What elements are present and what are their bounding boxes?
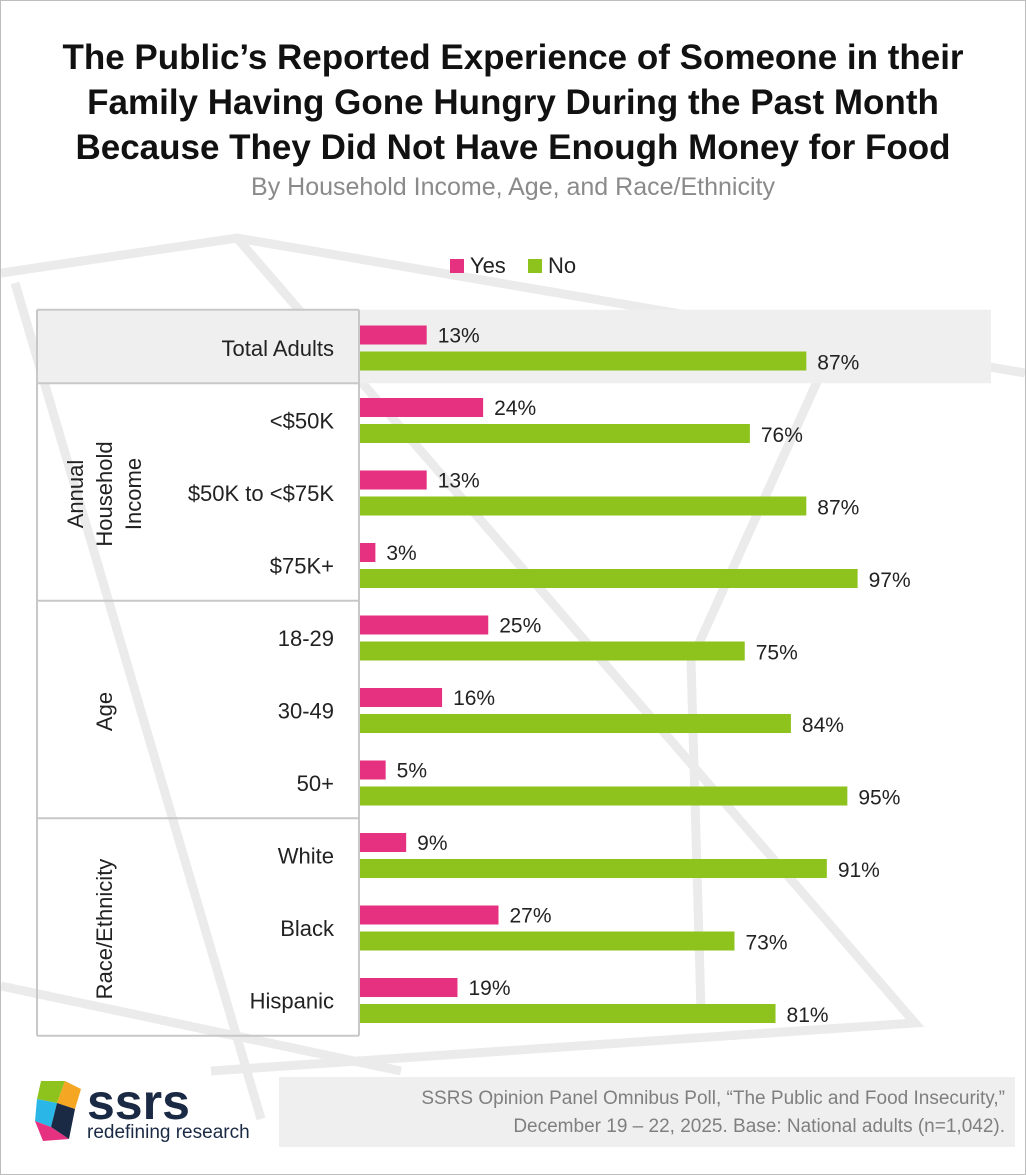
bar-no <box>360 496 807 516</box>
source-line: December 19 – 22, 2025. Base: National a… <box>513 1116 1005 1137</box>
section-label: Annual Household Income <box>63 441 146 546</box>
data-label-no: 81% <box>787 1004 829 1027</box>
legend-swatch-no <box>527 259 542 273</box>
data-label-no: 84% <box>802 714 844 737</box>
category-label: 30-49 <box>278 699 334 724</box>
data-label-yes: 27% <box>510 905 552 928</box>
section-label-line: Annual <box>63 460 88 529</box>
category-label: Total Adults <box>221 336 334 361</box>
bar-no <box>360 714 791 733</box>
logo-wordmark: ssrs <box>87 1074 190 1130</box>
legend-swatch-yes <box>449 259 464 273</box>
bar-yes <box>360 905 499 925</box>
bar-yes <box>360 833 407 852</box>
data-label-no: 76% <box>761 424 803 447</box>
data-label-yes: 24% <box>494 397 536 420</box>
bar-yes <box>360 760 386 780</box>
bar-no <box>360 931 735 951</box>
data-label-no: 73% <box>745 932 787 955</box>
category-label: 50+ <box>297 771 334 796</box>
bar-yes <box>360 688 443 707</box>
bar-yes <box>360 470 427 490</box>
data-label-no: 87% <box>817 497 859 520</box>
section-label: Race/Ethnicity <box>92 859 117 1000</box>
bar-no <box>360 569 858 588</box>
category-label: <$50K <box>270 409 335 434</box>
data-label-yes: 3% <box>386 542 416 565</box>
legend-label-no: No <box>547 253 577 278</box>
data-label-no: 75% <box>756 642 798 665</box>
category-label: 18-29 <box>278 626 334 651</box>
category-label: Black <box>280 916 335 941</box>
logo-tagline: redefining research <box>87 1122 250 1143</box>
legend-item-no: No <box>527 253 577 279</box>
ssrs-logo: ssrs redefining research <box>35 1074 275 1149</box>
bar-yes <box>360 398 484 417</box>
section-label-line: Age <box>92 692 117 731</box>
category-label: Hispanic <box>250 989 334 1014</box>
section-label-line: Household <box>92 441 117 546</box>
bar-no <box>360 1004 776 1023</box>
bar-yes <box>360 615 489 635</box>
bar-yes <box>360 978 458 997</box>
chart-title-line: Family Having Gone Hungry During the Pas… <box>87 83 939 122</box>
chart-subtitle: By Household Income, Age, and Race/Ethni… <box>251 173 775 201</box>
data-label-no: 91% <box>838 859 880 882</box>
bar-no <box>360 351 807 371</box>
section-label: Age <box>92 692 117 731</box>
data-label-no: 97% <box>869 569 911 592</box>
data-label-yes: 13% <box>438 325 480 348</box>
chart-title-line: Because They Did Not Have Enough Money f… <box>75 128 951 167</box>
highlight-band <box>37 309 991 384</box>
bar-yes <box>360 543 376 562</box>
data-label-yes: 9% <box>417 832 447 855</box>
chart-title: The Public’s Reported Experience of Some… <box>1 35 1025 170</box>
data-label-yes: 25% <box>499 615 541 638</box>
data-label-yes: 13% <box>438 470 480 493</box>
bar-no <box>360 641 745 661</box>
bar-no <box>360 424 750 443</box>
bar-no <box>360 859 827 878</box>
source-line: SSRS Opinion Panel Omnibus Poll, “The Pu… <box>421 1088 1005 1109</box>
legend-label-yes: Yes <box>469 253 506 278</box>
legend-item-yes: Yes <box>449 253 506 279</box>
chart-title-line: The Public’s Reported Experience of Some… <box>62 38 964 77</box>
bar-no <box>360 786 848 806</box>
source-note: SSRS Opinion Panel Omnibus Poll, “The Pu… <box>279 1077 1015 1147</box>
data-label-yes: 5% <box>397 760 427 783</box>
logo-icon <box>35 1081 81 1141</box>
data-label-yes: 16% <box>453 687 495 710</box>
data-label-yes: 19% <box>468 977 510 1000</box>
bar-yes <box>360 325 427 345</box>
data-label-no: 95% <box>858 787 900 810</box>
legend: Yes No <box>1 253 1025 279</box>
section-label-line: Income <box>121 458 146 530</box>
data-label-no: 87% <box>817 352 859 375</box>
category-label: $50K to <$75K <box>188 481 335 506</box>
section-label-line: Race/Ethnicity <box>92 859 117 1000</box>
category-label: White <box>278 844 334 869</box>
category-label: $75K+ <box>270 554 334 579</box>
